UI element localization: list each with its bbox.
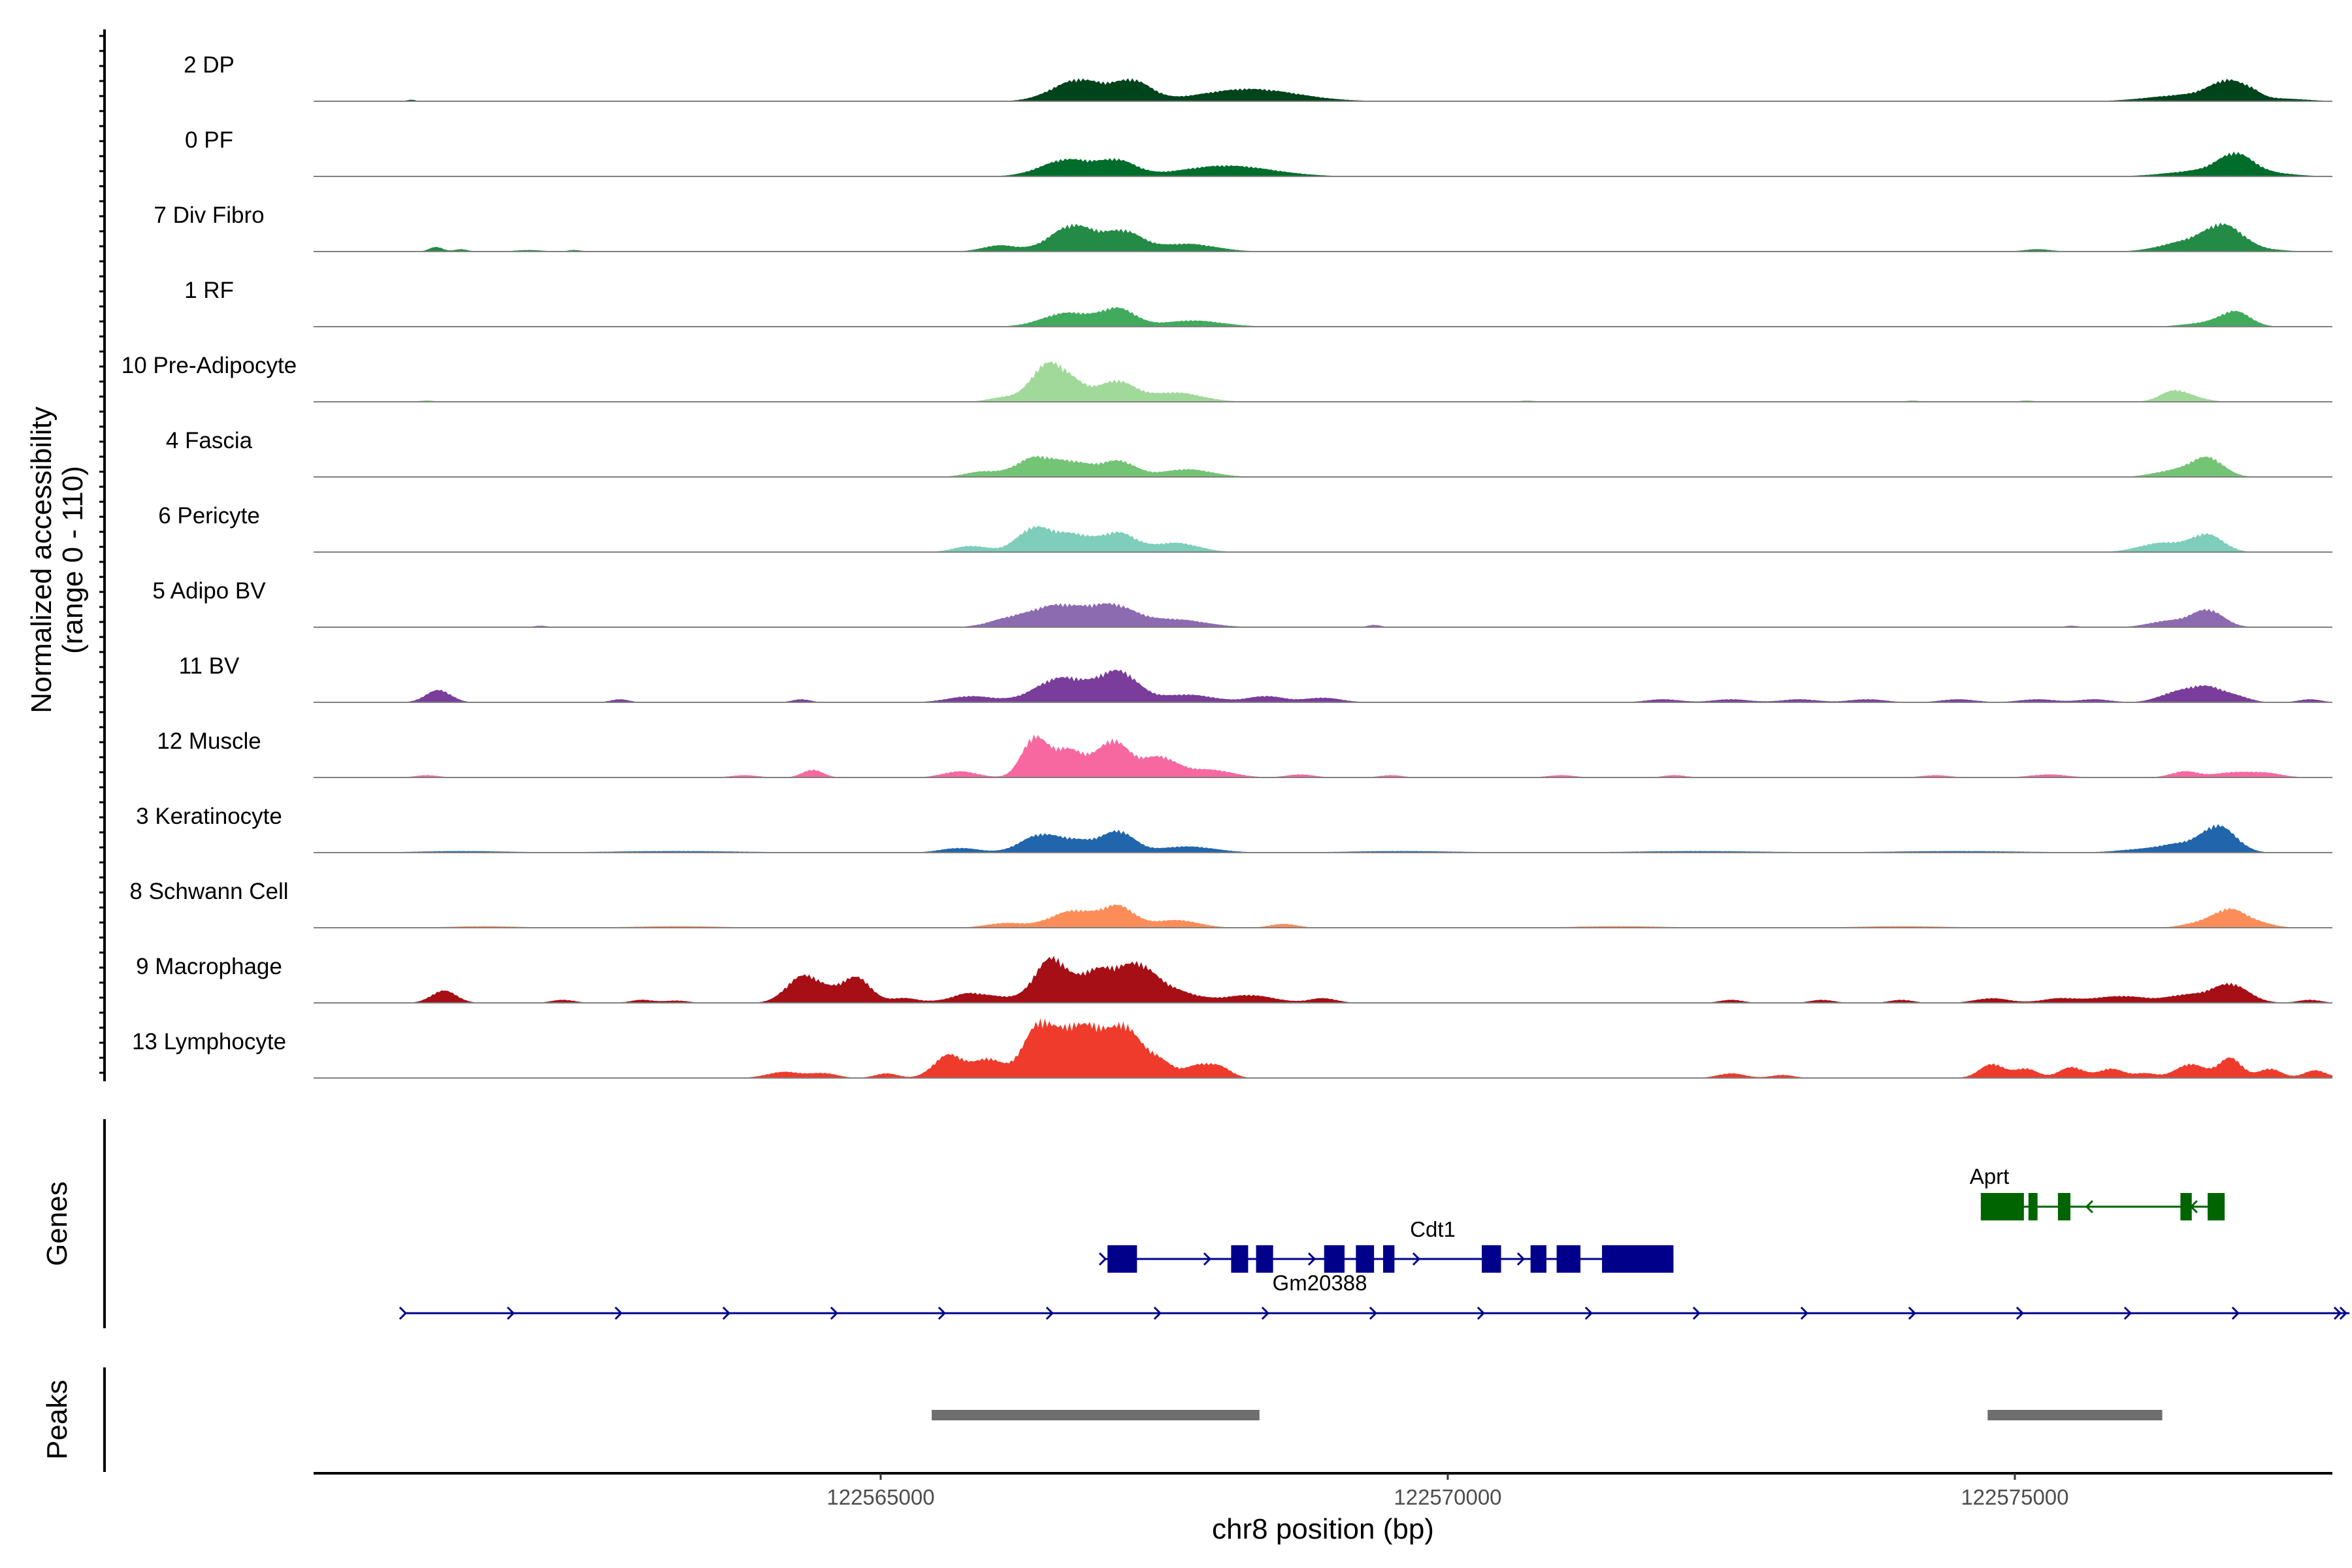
coverage-area bbox=[314, 525, 2332, 552]
exon-block bbox=[1107, 1245, 1137, 1273]
exon-block bbox=[2208, 1193, 2225, 1220]
x-tick-label: 122570000 bbox=[1394, 1485, 1501, 1509]
strand-arrow bbox=[1908, 1306, 1916, 1320]
strand-arrow bbox=[614, 1306, 623, 1320]
coverage-area bbox=[314, 455, 2332, 477]
strand-arrow bbox=[2333, 1306, 2342, 1320]
exon-block bbox=[1556, 1245, 1581, 1273]
strand-arrow bbox=[2123, 1306, 2132, 1320]
gene-label: Aprt bbox=[1970, 1164, 2010, 1188]
track-label: 0 PF bbox=[185, 127, 233, 153]
track-label: 9 Macrophage bbox=[136, 954, 282, 979]
strand-arrow bbox=[830, 1306, 838, 1320]
coverage-area bbox=[314, 734, 2332, 777]
track-label: 11 BV bbox=[179, 653, 240, 679]
peak-region-bar bbox=[1987, 1410, 2163, 1420]
coverage-area bbox=[314, 670, 2332, 702]
track-label: 7 Div Fibro bbox=[154, 203, 264, 228]
coverage-area bbox=[314, 361, 2332, 402]
x-axis-title: chr8 position (bp) bbox=[1212, 1513, 1434, 1545]
exon-block bbox=[2180, 1193, 2192, 1220]
genes-panel-label: Genes bbox=[41, 1181, 73, 1266]
peak-region-bar bbox=[932, 1410, 1260, 1420]
strand-arrow bbox=[2085, 1200, 2093, 1214]
track-label: 13 Lymphocyte bbox=[132, 1029, 286, 1054]
track-label: 2 DP bbox=[184, 52, 235, 78]
strand-arrow bbox=[938, 1306, 946, 1320]
x-tick-label: 122575000 bbox=[1961, 1485, 2068, 1509]
track-label: 8 Schwann Cell bbox=[129, 879, 288, 904]
strand-arrow bbox=[1098, 1252, 1107, 1266]
strand-arrow bbox=[1800, 1306, 1808, 1320]
strand-arrow bbox=[1261, 1306, 1269, 1320]
track-label: 6 Pericyte bbox=[158, 503, 260, 529]
coverage-area bbox=[314, 151, 2332, 176]
strand-arrow bbox=[2231, 1306, 2240, 1320]
strand-arrow bbox=[1045, 1306, 1054, 1320]
gene-label: Gm20388 bbox=[1273, 1271, 1367, 1295]
track-label: 10 Pre-Adipocyte bbox=[122, 353, 297, 378]
strand-arrow bbox=[1203, 1252, 1212, 1266]
strand-arrow bbox=[2016, 1306, 2024, 1320]
strand-arrow bbox=[1307, 1252, 1316, 1266]
coverage-y-axis bbox=[99, 29, 106, 1081]
exon-block bbox=[1231, 1245, 1249, 1273]
exon-block bbox=[2057, 1193, 2070, 1220]
strand-arrow bbox=[1516, 1252, 1526, 1266]
strand-arrow bbox=[722, 1306, 730, 1320]
coverage-area bbox=[314, 222, 2332, 252]
strand-arrow bbox=[1584, 1306, 1593, 1320]
exon-block bbox=[1383, 1245, 1395, 1273]
exon-block bbox=[1530, 1245, 1546, 1273]
exon-block bbox=[1980, 1193, 2024, 1220]
coverage-area bbox=[314, 602, 2332, 627]
strand-arrow bbox=[1153, 1306, 1162, 1320]
peaks-panel-label: Peaks bbox=[41, 1380, 73, 1460]
strand-arrow bbox=[2339, 1306, 2347, 1320]
coverage-area bbox=[314, 904, 2332, 928]
coverage-area bbox=[314, 956, 2332, 1003]
exon-block bbox=[1256, 1245, 1273, 1273]
x-tick-label: 122565000 bbox=[826, 1485, 934, 1509]
coverage-tracks: 2 DP 0 PF 7 Div Fibro 1 RF 10 Pre-Adipocyte 4… bbox=[122, 52, 2332, 1079]
strand-arrow bbox=[399, 1306, 407, 1320]
exon-block bbox=[1324, 1245, 1345, 1273]
track-label: 4 Fascia bbox=[166, 428, 253, 453]
gene-annotations: Aprt Cdt1 Gm20388 bbox=[399, 1164, 2350, 1320]
strand-arrow bbox=[506, 1306, 515, 1320]
strand-arrow bbox=[1692, 1306, 1701, 1320]
coverage-area bbox=[314, 78, 2332, 101]
track-label: 3 Keratinocyte bbox=[136, 804, 282, 829]
strand-arrow bbox=[1412, 1252, 1421, 1266]
x-axis-ticks: 122565000 122570000 122575000 bbox=[826, 1473, 2069, 1509]
exon-block bbox=[1482, 1245, 1501, 1273]
exon-block bbox=[2028, 1193, 2038, 1220]
y-axis-title-line1: Normalized accessibility bbox=[25, 406, 57, 713]
gene-label: Cdt1 bbox=[1410, 1217, 1456, 1241]
exon-block bbox=[1356, 1245, 1375, 1273]
track-label: 5 Adipo BV bbox=[152, 578, 266, 604]
track-label: 1 RF bbox=[184, 278, 234, 303]
coverage-area bbox=[314, 824, 2332, 853]
coverage-area bbox=[314, 306, 2332, 327]
y-axis-title-line2: (range 0 - 110) bbox=[57, 466, 89, 654]
exon-block bbox=[1602, 1245, 1674, 1273]
track-label: 12 Muscle bbox=[157, 728, 261, 754]
strand-arrow bbox=[1477, 1306, 1485, 1320]
peak-regions bbox=[932, 1410, 2163, 1420]
strand-arrow bbox=[1369, 1306, 1377, 1320]
coverage-area bbox=[314, 1018, 2332, 1078]
